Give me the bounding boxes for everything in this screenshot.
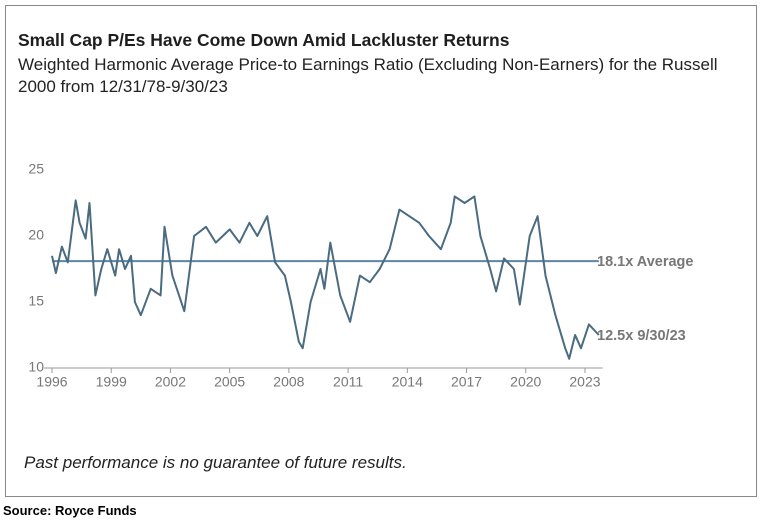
average-label: 18.1x Average xyxy=(597,254,693,270)
x-tick-label: 2023 xyxy=(569,374,600,390)
chart-frame xyxy=(5,5,757,497)
y-tick-label: 20 xyxy=(28,227,44,243)
x-tick-label: 1999 xyxy=(96,374,127,390)
footnote: Past performance is no guarantee of futu… xyxy=(24,453,407,472)
x-tick-label: 2017 xyxy=(451,374,482,390)
x-tick-label: 2014 xyxy=(392,374,423,390)
source: Source: Royce Funds xyxy=(3,503,137,518)
y-tick-label: 15 xyxy=(28,293,44,309)
x-tick-label: 2011 xyxy=(333,374,363,390)
chart-subtitle: Weighted Harmonic Average Price-to Earni… xyxy=(18,55,718,96)
x-tick-label: 2002 xyxy=(155,374,186,390)
x-tick-label: 1996 xyxy=(36,374,67,390)
chart: 10 15 20 25 1996 1999 2002 2005 2008 2011 2014 2017… xyxy=(28,161,693,390)
chart-title: Small Cap P/Es Have Come Down Amid Lackl… xyxy=(18,30,510,50)
x-tick-label: 2020 xyxy=(510,374,541,390)
y-tick-label: 25 xyxy=(28,161,44,177)
x-tick-label: 2008 xyxy=(273,374,304,390)
y-tick-label: 10 xyxy=(28,359,44,375)
x-tick-label: 2005 xyxy=(214,374,245,390)
end-label: 12.5x 9/30/23 xyxy=(597,328,686,344)
data-line xyxy=(51,195,600,360)
